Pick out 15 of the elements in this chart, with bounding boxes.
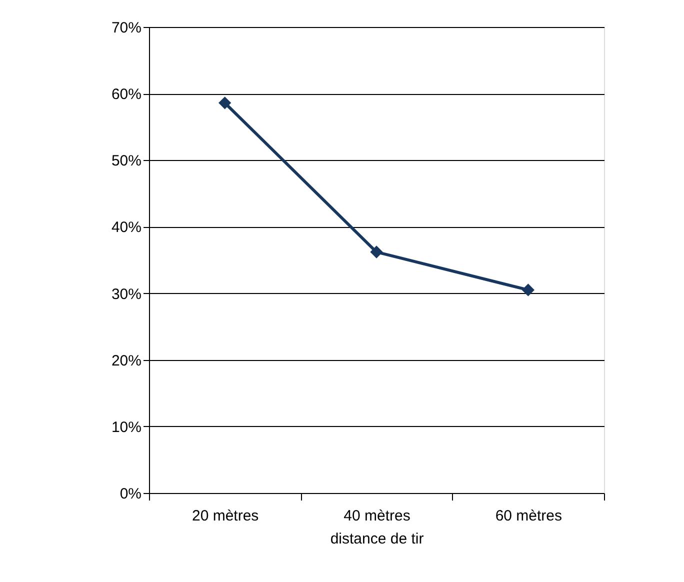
x-axis-title: distance de tir xyxy=(330,530,424,548)
y-tick-label: 70% xyxy=(111,20,142,36)
y-tick-label: 60% xyxy=(111,86,142,104)
y-tick-label: 30% xyxy=(111,286,142,303)
point xyxy=(522,284,534,296)
y-tick-label: 40% xyxy=(111,219,142,236)
point xyxy=(370,246,383,258)
x-tick-label: 20 mètres xyxy=(192,508,259,524)
y-tick-label: 50% xyxy=(111,152,142,170)
y-tick-label: 10% xyxy=(111,418,142,436)
y-tick-label: 20% xyxy=(111,352,142,370)
x-tick-label: 60 mètres xyxy=(495,508,562,524)
x-tick-label: 40 mètres xyxy=(344,508,410,524)
point xyxy=(218,96,232,110)
y-tick-label: 0% xyxy=(120,486,142,502)
